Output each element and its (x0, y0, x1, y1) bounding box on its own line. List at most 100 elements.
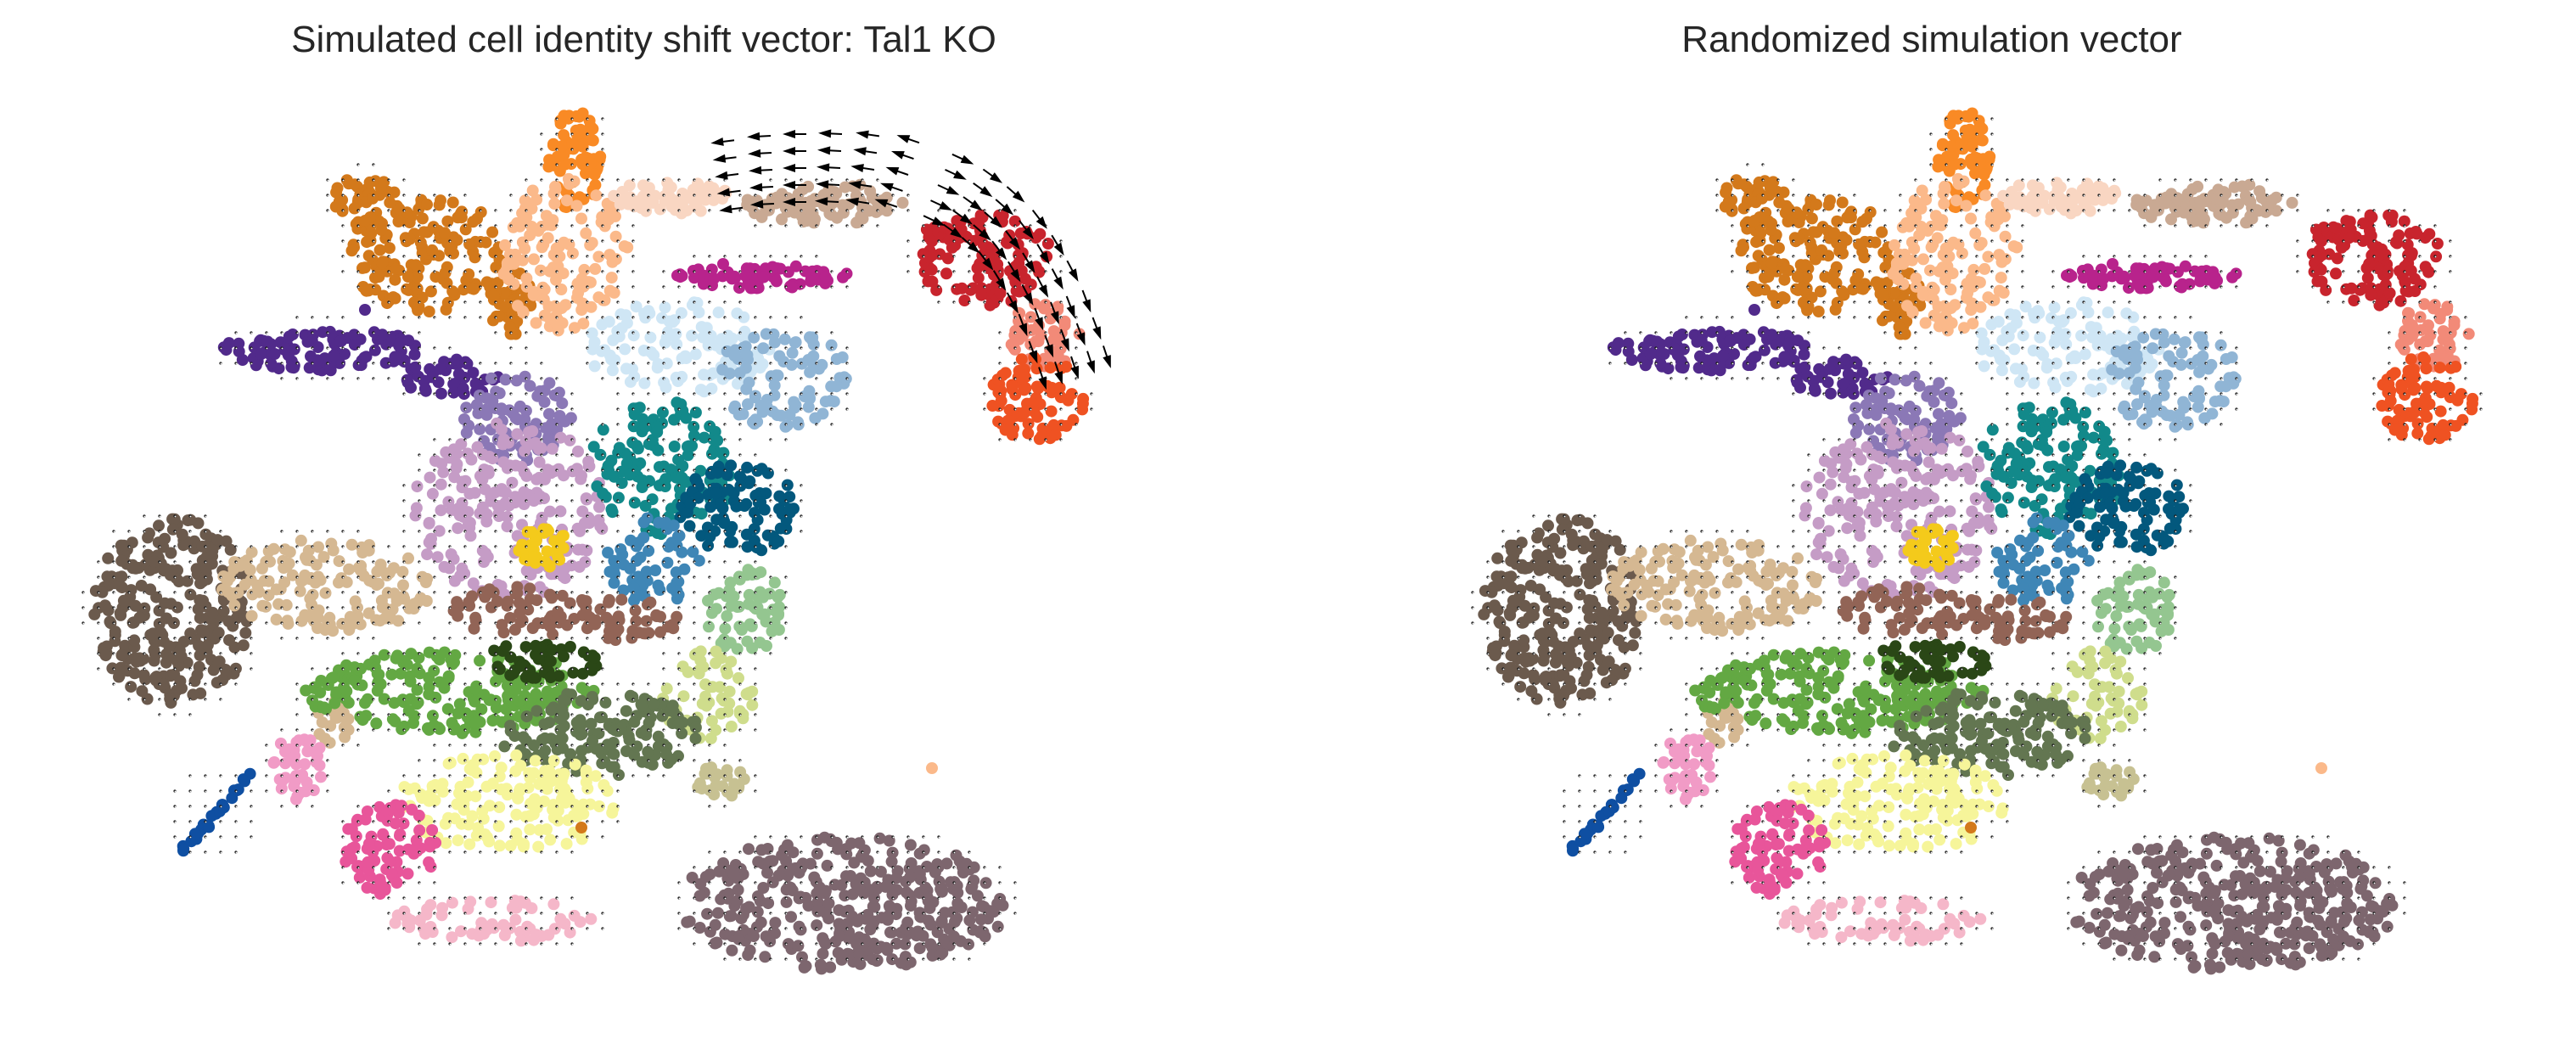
grid-point-center (296, 530, 299, 533)
grid-point-center (296, 592, 299, 594)
grid-point-center (311, 592, 314, 594)
cell-point (584, 157, 597, 170)
cell-point (474, 206, 487, 218)
grid-point-center (342, 347, 345, 350)
cell-point (1060, 361, 1073, 373)
cell-point (376, 257, 389, 270)
cell-point (425, 532, 437, 545)
cell-point (624, 689, 637, 702)
grid-point-center (205, 622, 207, 625)
grid-point-center (342, 271, 345, 273)
cell-point (755, 916, 767, 929)
cell-point (714, 681, 726, 693)
cell-point (644, 331, 657, 344)
grid-point-center (189, 790, 192, 793)
cell-point (728, 271, 741, 283)
cell-point (519, 243, 531, 255)
grid-point-center (342, 729, 345, 732)
grid-point-center (388, 592, 390, 594)
cell-point (1026, 396, 1039, 409)
cell-point (727, 867, 740, 880)
grid-point-center (250, 607, 253, 609)
cell-point (904, 839, 917, 851)
grid-point-center (159, 637, 161, 640)
grid-point-center (434, 637, 436, 640)
grid-point-center (220, 607, 222, 609)
cell-point (763, 587, 776, 600)
cell-point (505, 328, 518, 340)
grid-point-center (296, 362, 299, 365)
grid-point-center (449, 943, 452, 946)
grid-point-center (250, 332, 253, 334)
grid-point-center (311, 760, 314, 762)
cell-point (530, 639, 542, 652)
cell-point (452, 522, 464, 535)
cell-point (950, 849, 962, 862)
cell-point (743, 376, 755, 389)
cell-point (793, 920, 805, 933)
cell-point (723, 910, 736, 923)
cell-point (501, 257, 514, 270)
cell-point (710, 487, 722, 500)
grid-point-center (296, 760, 299, 762)
cell-point (580, 492, 592, 505)
grid-point-center (159, 714, 161, 716)
cell-point (601, 198, 614, 210)
cell-point (525, 902, 538, 914)
grid-point-center (434, 515, 436, 518)
cell-point (636, 755, 648, 768)
cell-point (589, 262, 602, 275)
cell-point (586, 134, 599, 147)
grid-point-center (449, 821, 452, 823)
grid-point-center (327, 317, 329, 319)
grid-point-center (174, 653, 177, 655)
cell-point (803, 206, 816, 219)
grid-point-center (464, 530, 467, 533)
cell-point (282, 617, 295, 630)
grid-point-center (296, 607, 299, 609)
scatter-plot (81, 107, 1111, 975)
grid-point-center (189, 668, 192, 671)
grid-point-center (311, 317, 314, 319)
grid-point-center (373, 637, 375, 640)
grid-point-center (464, 897, 467, 900)
cell-point (710, 645, 722, 658)
cell-point (496, 483, 508, 496)
grid-point-center (403, 912, 406, 915)
cell-point (408, 348, 421, 361)
cell-point (837, 206, 850, 219)
grid-point-center (98, 576, 100, 579)
cell-point (571, 278, 584, 290)
grid-point-center (388, 653, 390, 655)
grid-point-center (464, 225, 467, 227)
grid-point-center (403, 882, 406, 884)
grid-point-center (418, 897, 421, 900)
grid-point-center (205, 775, 207, 777)
grid-point-center (418, 653, 421, 655)
cell-point (115, 609, 127, 621)
grid-point-center (388, 790, 390, 793)
cell-point (873, 832, 886, 845)
cell-point (777, 356, 790, 368)
cell-point (648, 349, 660, 362)
grid-point-center (449, 393, 452, 396)
cell-point (228, 587, 241, 599)
cell-point (637, 345, 650, 356)
cell-point (548, 198, 561, 210)
grid-point-center (281, 637, 283, 640)
cell-point (102, 604, 115, 616)
grid-point-center (296, 729, 299, 732)
cell-point (384, 196, 396, 209)
cell-point (764, 935, 777, 948)
cell-point (429, 455, 441, 467)
cell-point (758, 608, 771, 620)
cell-point (542, 232, 554, 244)
grid-point-center (98, 561, 100, 564)
grid-point-center (464, 729, 467, 732)
grid-point-center (480, 943, 482, 946)
cell-point (244, 574, 257, 587)
grid-point-center (373, 607, 375, 609)
cell-point (741, 541, 754, 553)
cell-point (797, 216, 810, 228)
grid-point-center (205, 592, 207, 594)
